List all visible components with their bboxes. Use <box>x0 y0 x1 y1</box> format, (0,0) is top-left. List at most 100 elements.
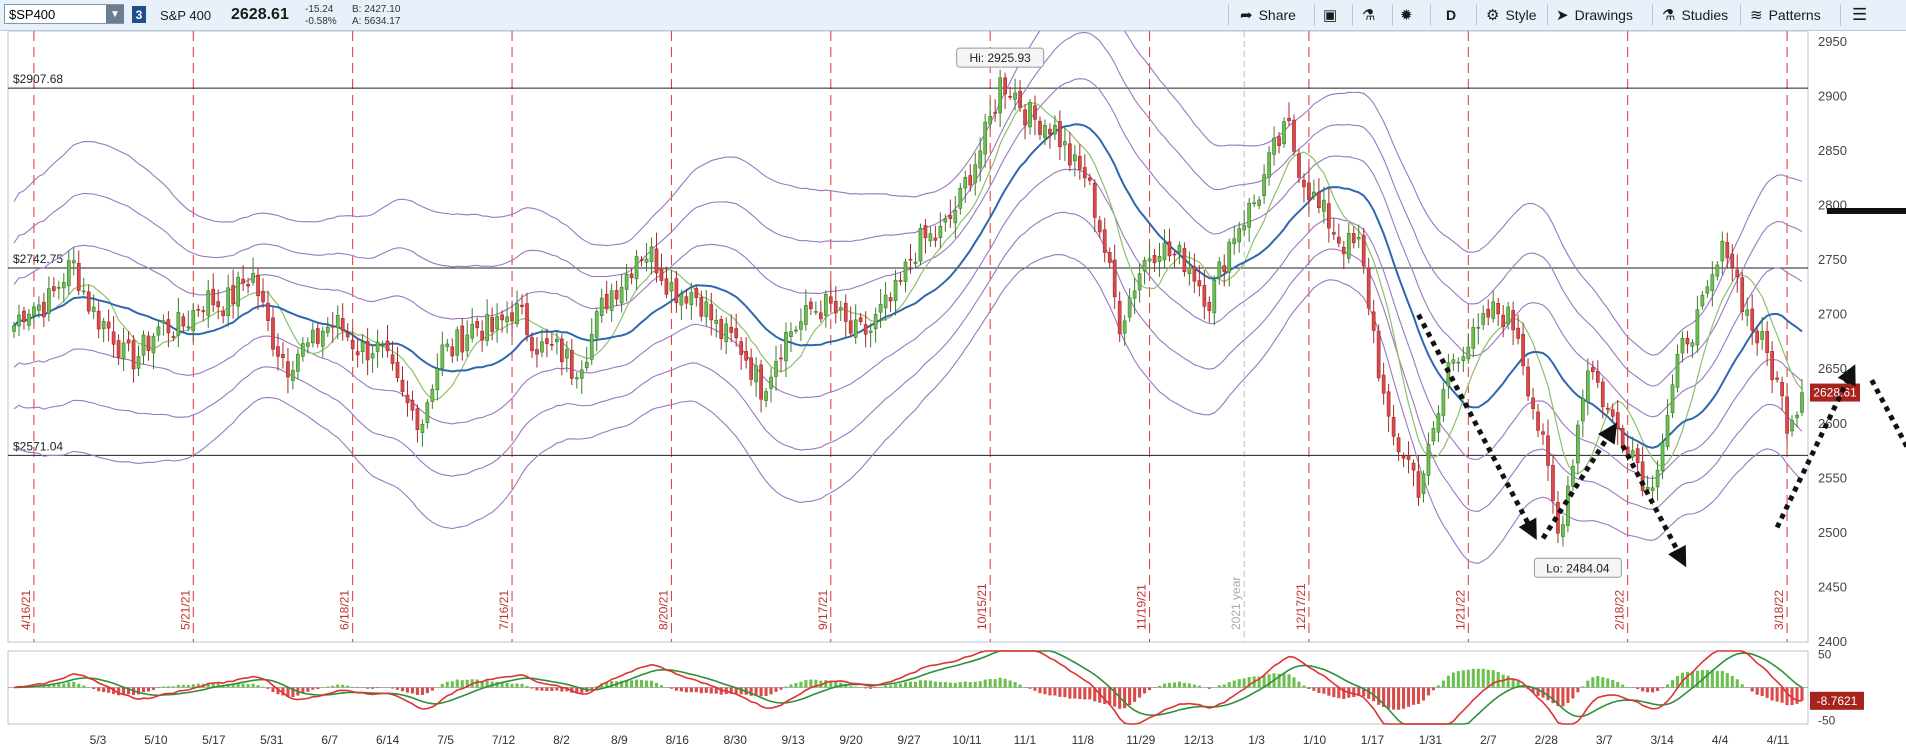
studies-menu[interactable]: ⚗ Studies <box>1662 0 1728 30</box>
candle-body <box>1048 128 1052 135</box>
candle-body <box>1675 353 1680 388</box>
candle-body <box>161 320 166 324</box>
macd-histogram-bar <box>759 687 763 697</box>
macd-histogram-bar <box>311 687 315 690</box>
macd-histogram-bar <box>226 683 230 688</box>
candle-body <box>858 317 863 322</box>
candle-body <box>335 314 340 329</box>
macd-histogram-bar <box>1133 687 1137 702</box>
macd-histogram-bar <box>420 687 424 695</box>
macd-histogram-bar <box>515 683 519 688</box>
candle-body <box>1690 342 1695 347</box>
candle-body <box>1297 153 1301 178</box>
candle-body <box>1376 330 1381 379</box>
macd-histogram-bar <box>72 681 76 688</box>
candle-body <box>1262 174 1266 197</box>
macd-histogram-bar <box>1775 687 1779 702</box>
candle-body <box>156 326 161 336</box>
candle-body <box>550 343 554 346</box>
macd-histogram-bar <box>1307 687 1311 689</box>
macd-histogram-bar <box>1571 687 1575 699</box>
macd-histogram-bar <box>241 683 245 688</box>
macd-histogram-bar <box>181 684 185 688</box>
macd-histogram-bar <box>525 686 529 688</box>
macd-histogram-bar <box>376 687 380 689</box>
flask-button[interactable]: ⚗ <box>1362 0 1375 30</box>
candle-body <box>395 361 400 378</box>
candle-body <box>1760 331 1764 340</box>
candle-body <box>1491 301 1496 319</box>
candle-body <box>1351 233 1356 244</box>
macd-histogram-bar <box>1397 687 1401 710</box>
candle-body <box>1058 121 1062 148</box>
net-change-percent: -0.58% <box>305 16 337 27</box>
snapshot-button[interactable]: ▣ <box>1323 0 1337 30</box>
candle-body <box>1142 259 1147 272</box>
macd-histogram-bar <box>1282 673 1286 688</box>
period-button[interactable]: D <box>1446 7 1457 23</box>
macd-histogram-bar <box>774 687 778 692</box>
candle-body <box>873 313 878 330</box>
patterns-menu[interactable]: ≋ Patterns <box>1750 0 1821 30</box>
macd-histogram-bar <box>769 687 773 695</box>
x-tick-label: 7/5 <box>437 733 454 747</box>
macd-histogram-bar <box>734 687 738 694</box>
macd-histogram-bar <box>216 683 220 688</box>
candle-body <box>988 116 993 125</box>
macd-histogram-bar <box>1586 680 1590 688</box>
x-tick-label: 11/29 <box>1126 733 1155 747</box>
macd-histogram-bar <box>1546 687 1550 701</box>
drawings-menu[interactable]: ➤ Drawings <box>1556 0 1633 30</box>
candle-body <box>1431 428 1436 442</box>
macd-histogram-bar <box>1596 676 1600 688</box>
macd-histogram-bar <box>141 687 146 693</box>
macd-histogram-bar <box>67 682 71 688</box>
candle-body <box>52 286 56 291</box>
macd-histogram-bar <box>336 684 340 688</box>
macd-histogram-bar <box>415 687 419 695</box>
candle-body <box>535 349 539 355</box>
candle-body <box>1172 253 1177 256</box>
candle-body <box>47 288 51 314</box>
candle-body <box>365 340 370 361</box>
candle-body <box>983 121 988 155</box>
candle-body <box>17 314 21 327</box>
share-button[interactable]: ➦ Share <box>1240 0 1296 30</box>
macd-histogram-bar <box>331 685 335 688</box>
symbol-dropdown-button[interactable]: ▼ <box>106 5 124 23</box>
candle-body <box>629 273 634 279</box>
candle-body <box>833 301 838 314</box>
macd-histogram-bar <box>1362 687 1366 697</box>
macd-histogram-bar <box>545 687 549 691</box>
candle-body <box>724 323 729 343</box>
macd-histogram-bar <box>1008 680 1012 688</box>
macd-histogram-bar <box>864 687 868 689</box>
macd-histogram-bar <box>1795 687 1799 704</box>
macd-histogram-bar <box>889 685 893 688</box>
expiration-label: 11/19/21 <box>1135 584 1149 630</box>
macd-histogram-bar <box>256 685 260 688</box>
snapshot-icon: ▣ <box>1323 7 1338 24</box>
candle-body <box>405 394 410 404</box>
macd-histogram-bar <box>1083 687 1087 700</box>
macd-histogram-bar <box>1357 687 1361 696</box>
settings-button[interactable]: ✹ <box>1400 0 1413 30</box>
candle-body <box>1073 154 1077 162</box>
candle-body <box>510 312 514 322</box>
macd-histogram-bar <box>669 687 673 689</box>
macd-histogram-bar <box>266 687 270 689</box>
candle-body <box>296 353 300 372</box>
chart-menu-button[interactable]: ☰ <box>1852 0 1867 30</box>
style-menu[interactable]: ⚙ Style <box>1486 0 1537 30</box>
macd-histogram-bar <box>963 681 967 688</box>
candle-body <box>1735 269 1740 277</box>
price-chart[interactable]: 2400245025002550260026502700275028002850… <box>0 31 1906 752</box>
macd-histogram-bar <box>405 687 410 693</box>
link-group-badge[interactable]: 3 <box>132 6 146 23</box>
candle-body <box>853 319 858 338</box>
macd-histogram-bar <box>1750 687 1754 692</box>
symbol-text: $SP400 <box>9 6 56 22</box>
symbol-input[interactable]: $SP400 <box>4 4 124 24</box>
candle-body <box>455 329 460 356</box>
candle-body <box>1476 326 1481 329</box>
